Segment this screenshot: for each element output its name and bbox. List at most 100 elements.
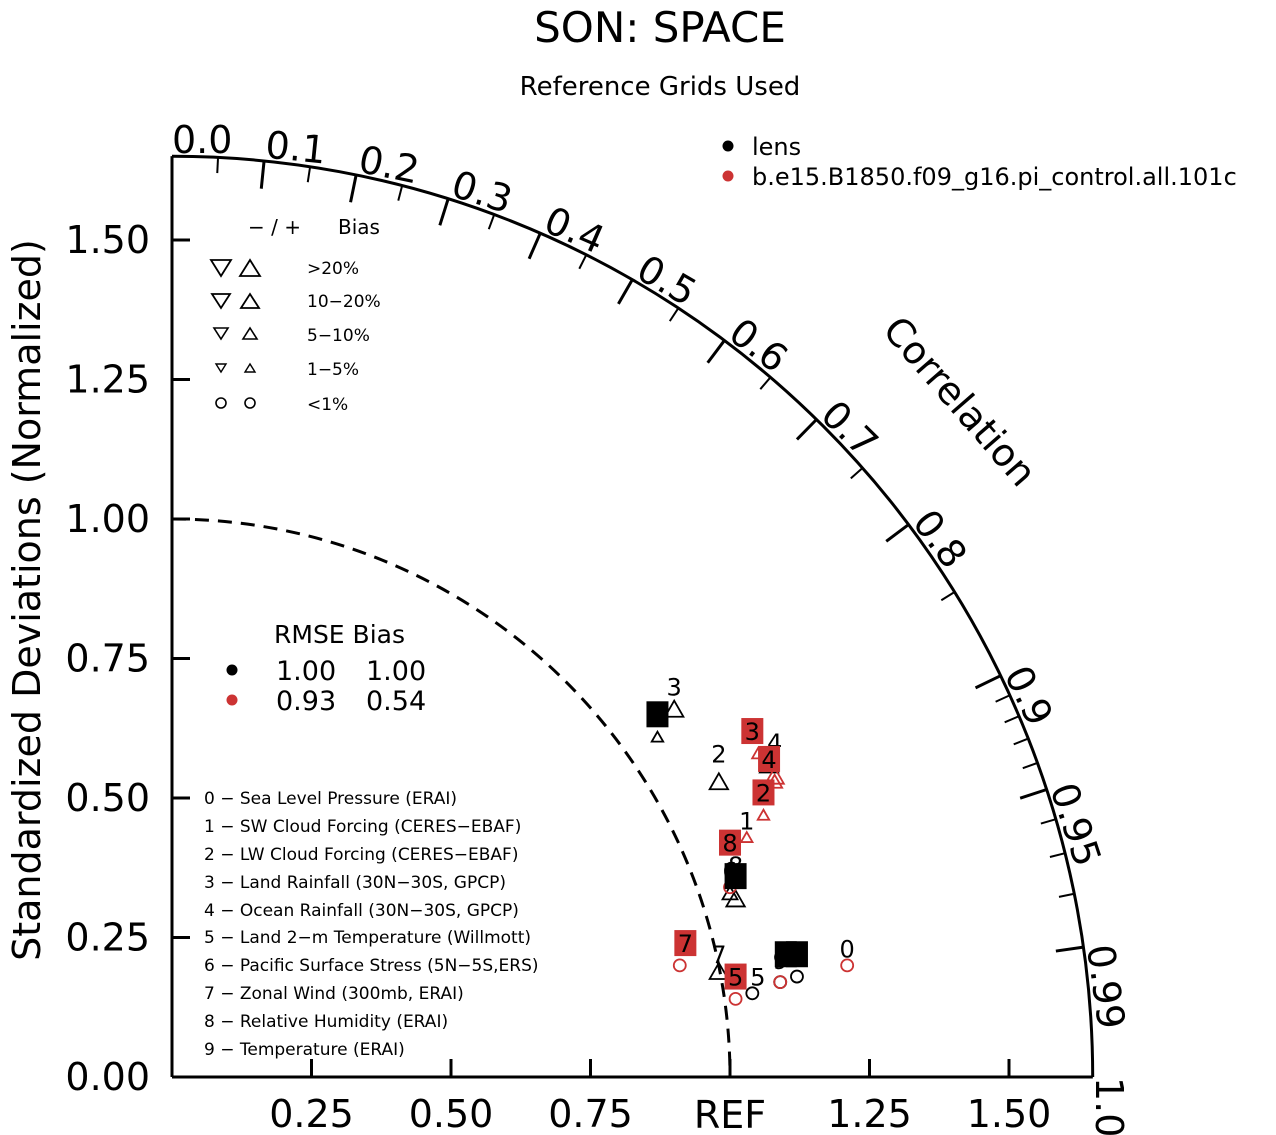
y-tick-label: 1.25 <box>65 358 150 402</box>
data-point-label: 5 <box>750 964 765 992</box>
variable-item: 6 − Pacific Surface Stress (5N−5S,ERS) <box>204 956 539 976</box>
correlation-tick <box>438 198 450 226</box>
correlation-minor-tick <box>1058 892 1075 898</box>
correlation-tick <box>706 339 726 364</box>
y-tick-label: 1.00 <box>65 497 150 541</box>
down-triangle-large-icon <box>209 259 233 278</box>
data-point-label: 3 <box>667 673 682 701</box>
data-point-triangle <box>739 830 755 843</box>
variable-item: 4 − Ocean Rainfall (30N−30S, GPCP) <box>204 901 519 921</box>
data-point-label: 6 <box>728 863 743 891</box>
data-point-label: 9 <box>789 941 804 969</box>
bias-row-label: 1−5% <box>307 360 359 380</box>
data-point-label-box <box>724 863 747 890</box>
bias-value: 0.54 <box>366 686 426 717</box>
data-point-triangle <box>663 698 685 718</box>
correlation-minor-tick <box>1013 737 1029 746</box>
data-point-circle <box>745 986 760 1001</box>
correlation-minor-tick <box>759 376 772 390</box>
correlation-minor-tick <box>850 467 864 480</box>
variable-item: 0 − Sea Level Pressure (ERAI) <box>204 789 457 809</box>
rmse-bias-table: RMSE Bias 1.00 1.00 0.93 0.54 <box>226 620 426 717</box>
correlation-tick-label: 0.4 <box>538 198 611 263</box>
variable-list: 0 − Sea Level Pressure (ERAI) 1 − SW Clo… <box>204 789 539 1060</box>
correlation-label: Correlation <box>874 308 1045 495</box>
variable-item: 3 − Land Rainfall (30N−30S, GPCP) <box>204 873 506 893</box>
correlation-tick <box>885 523 910 543</box>
y-tick-label: 1.50 <box>65 218 150 262</box>
data-point-triangle <box>708 961 730 980</box>
data-point-label-box <box>724 963 747 990</box>
bias-row-1-5: 1−5% <box>214 360 359 380</box>
y-tick-label: 0.00 <box>65 1055 150 1099</box>
data-point-label: 3 <box>745 718 760 746</box>
bias-row-label: 10−20% <box>307 292 381 312</box>
bias-row-gt20: >20% <box>209 258 359 279</box>
marks-group: 23457801690169234578 <box>646 673 855 1006</box>
data-point-triangle <box>756 807 771 821</box>
case-legend: lens b.e15.B1850.f09_g16.pi_control.all.… <box>722 133 1237 191</box>
correlation-tick-label: 0.6 <box>721 310 796 381</box>
variable-item: 1 − SW Cloud Forcing (CERES−EBAF) <box>204 817 521 837</box>
correlation-minor-tick <box>995 694 1011 703</box>
data-point-circle <box>728 991 743 1006</box>
x-tick-label: 1.50 <box>967 1092 1052 1135</box>
variable-item: 5 − Land 2−m Temperature (Willmott) <box>204 928 531 948</box>
data-point-label-box <box>741 718 764 745</box>
rmse-value: 0.93 <box>276 686 336 717</box>
correlation-minor-tick <box>578 254 588 270</box>
rmse-dot-lens <box>226 664 238 676</box>
correlation-minor-tick <box>487 214 496 230</box>
correlation-tick <box>974 674 1002 690</box>
correlation-minor-tick <box>1022 761 1038 770</box>
bias-row-label: 5−10% <box>307 326 370 346</box>
correlation-minor-tick <box>306 166 312 183</box>
correlation-tick <box>1055 945 1084 953</box>
x-tick-label: 1.25 <box>827 1092 912 1135</box>
data-point-label: 4 <box>761 746 776 774</box>
down-triangle-mid-icon <box>210 293 232 310</box>
data-point-label-box <box>719 829 741 856</box>
correlation-tick-label: 0.8 <box>904 502 975 577</box>
variable-item: 9 − Temperature (ERAI) <box>204 1040 405 1060</box>
correlation-minor-tick <box>216 157 220 174</box>
correlation-tick <box>1019 788 1048 800</box>
y-axis-label: Standardized Deviations (Normalized) <box>5 239 49 961</box>
data-point-label: 8 <box>722 830 737 858</box>
data-point-label: 2 <box>756 779 771 807</box>
correlation-tick-label: 1.0 <box>1087 1077 1131 1135</box>
up-triangle-mid-icon <box>239 292 261 309</box>
data-point-label: 7 <box>711 941 726 969</box>
outer-arc <box>171 154 1095 1078</box>
circle-icon <box>244 397 256 409</box>
data-point-label-box <box>752 779 775 806</box>
ref-label: REF <box>694 1093 766 1135</box>
bias-value: 1.00 <box>366 656 426 687</box>
up-triangle-large-icon <box>238 258 262 277</box>
axes-group: 0.000.250.500.751.001.251.500.25 0.50 0.75… <box>65 118 1133 1135</box>
data-point-triangle <box>708 771 730 791</box>
data-point-label-box <box>674 930 697 957</box>
bias-legend: − / + Bias >20% 10−20% 5−10% 1−5% <1% <box>209 215 381 415</box>
variable-item: 2 − LW Cloud Forcing (CERES−EBAF) <box>204 845 518 865</box>
chart-title: SON: SPACE <box>534 3 786 52</box>
data-point-label: 2 <box>711 740 726 768</box>
data-point-label: 1 <box>650 701 665 729</box>
bias-row-label: >20% <box>307 259 359 279</box>
variable-item: 8 − Relative Humidity (ERAI) <box>204 1012 448 1032</box>
correlation-tick <box>349 174 358 203</box>
up-triangle-small-icon <box>241 326 259 340</box>
bias-legend-header: Bias <box>338 215 380 239</box>
data-point-label: 7 <box>678 930 693 958</box>
correlation-tick-label: 0.99 <box>1078 942 1133 1032</box>
bias-legend-signs: − / + <box>248 215 301 239</box>
down-triangle-tiny-icon <box>214 363 228 374</box>
correlation-tick-label: 0.1 <box>264 123 329 173</box>
data-point-label-box <box>758 745 781 772</box>
bias-row-lt1: <1% <box>215 395 348 415</box>
correlation-minor-tick <box>397 185 404 201</box>
correlation-tick-label: 0.2 <box>355 137 423 192</box>
x-tick-label: 0.75 <box>548 1092 633 1135</box>
data-point-circle <box>840 958 855 973</box>
rmse-dot-control <box>226 694 238 706</box>
